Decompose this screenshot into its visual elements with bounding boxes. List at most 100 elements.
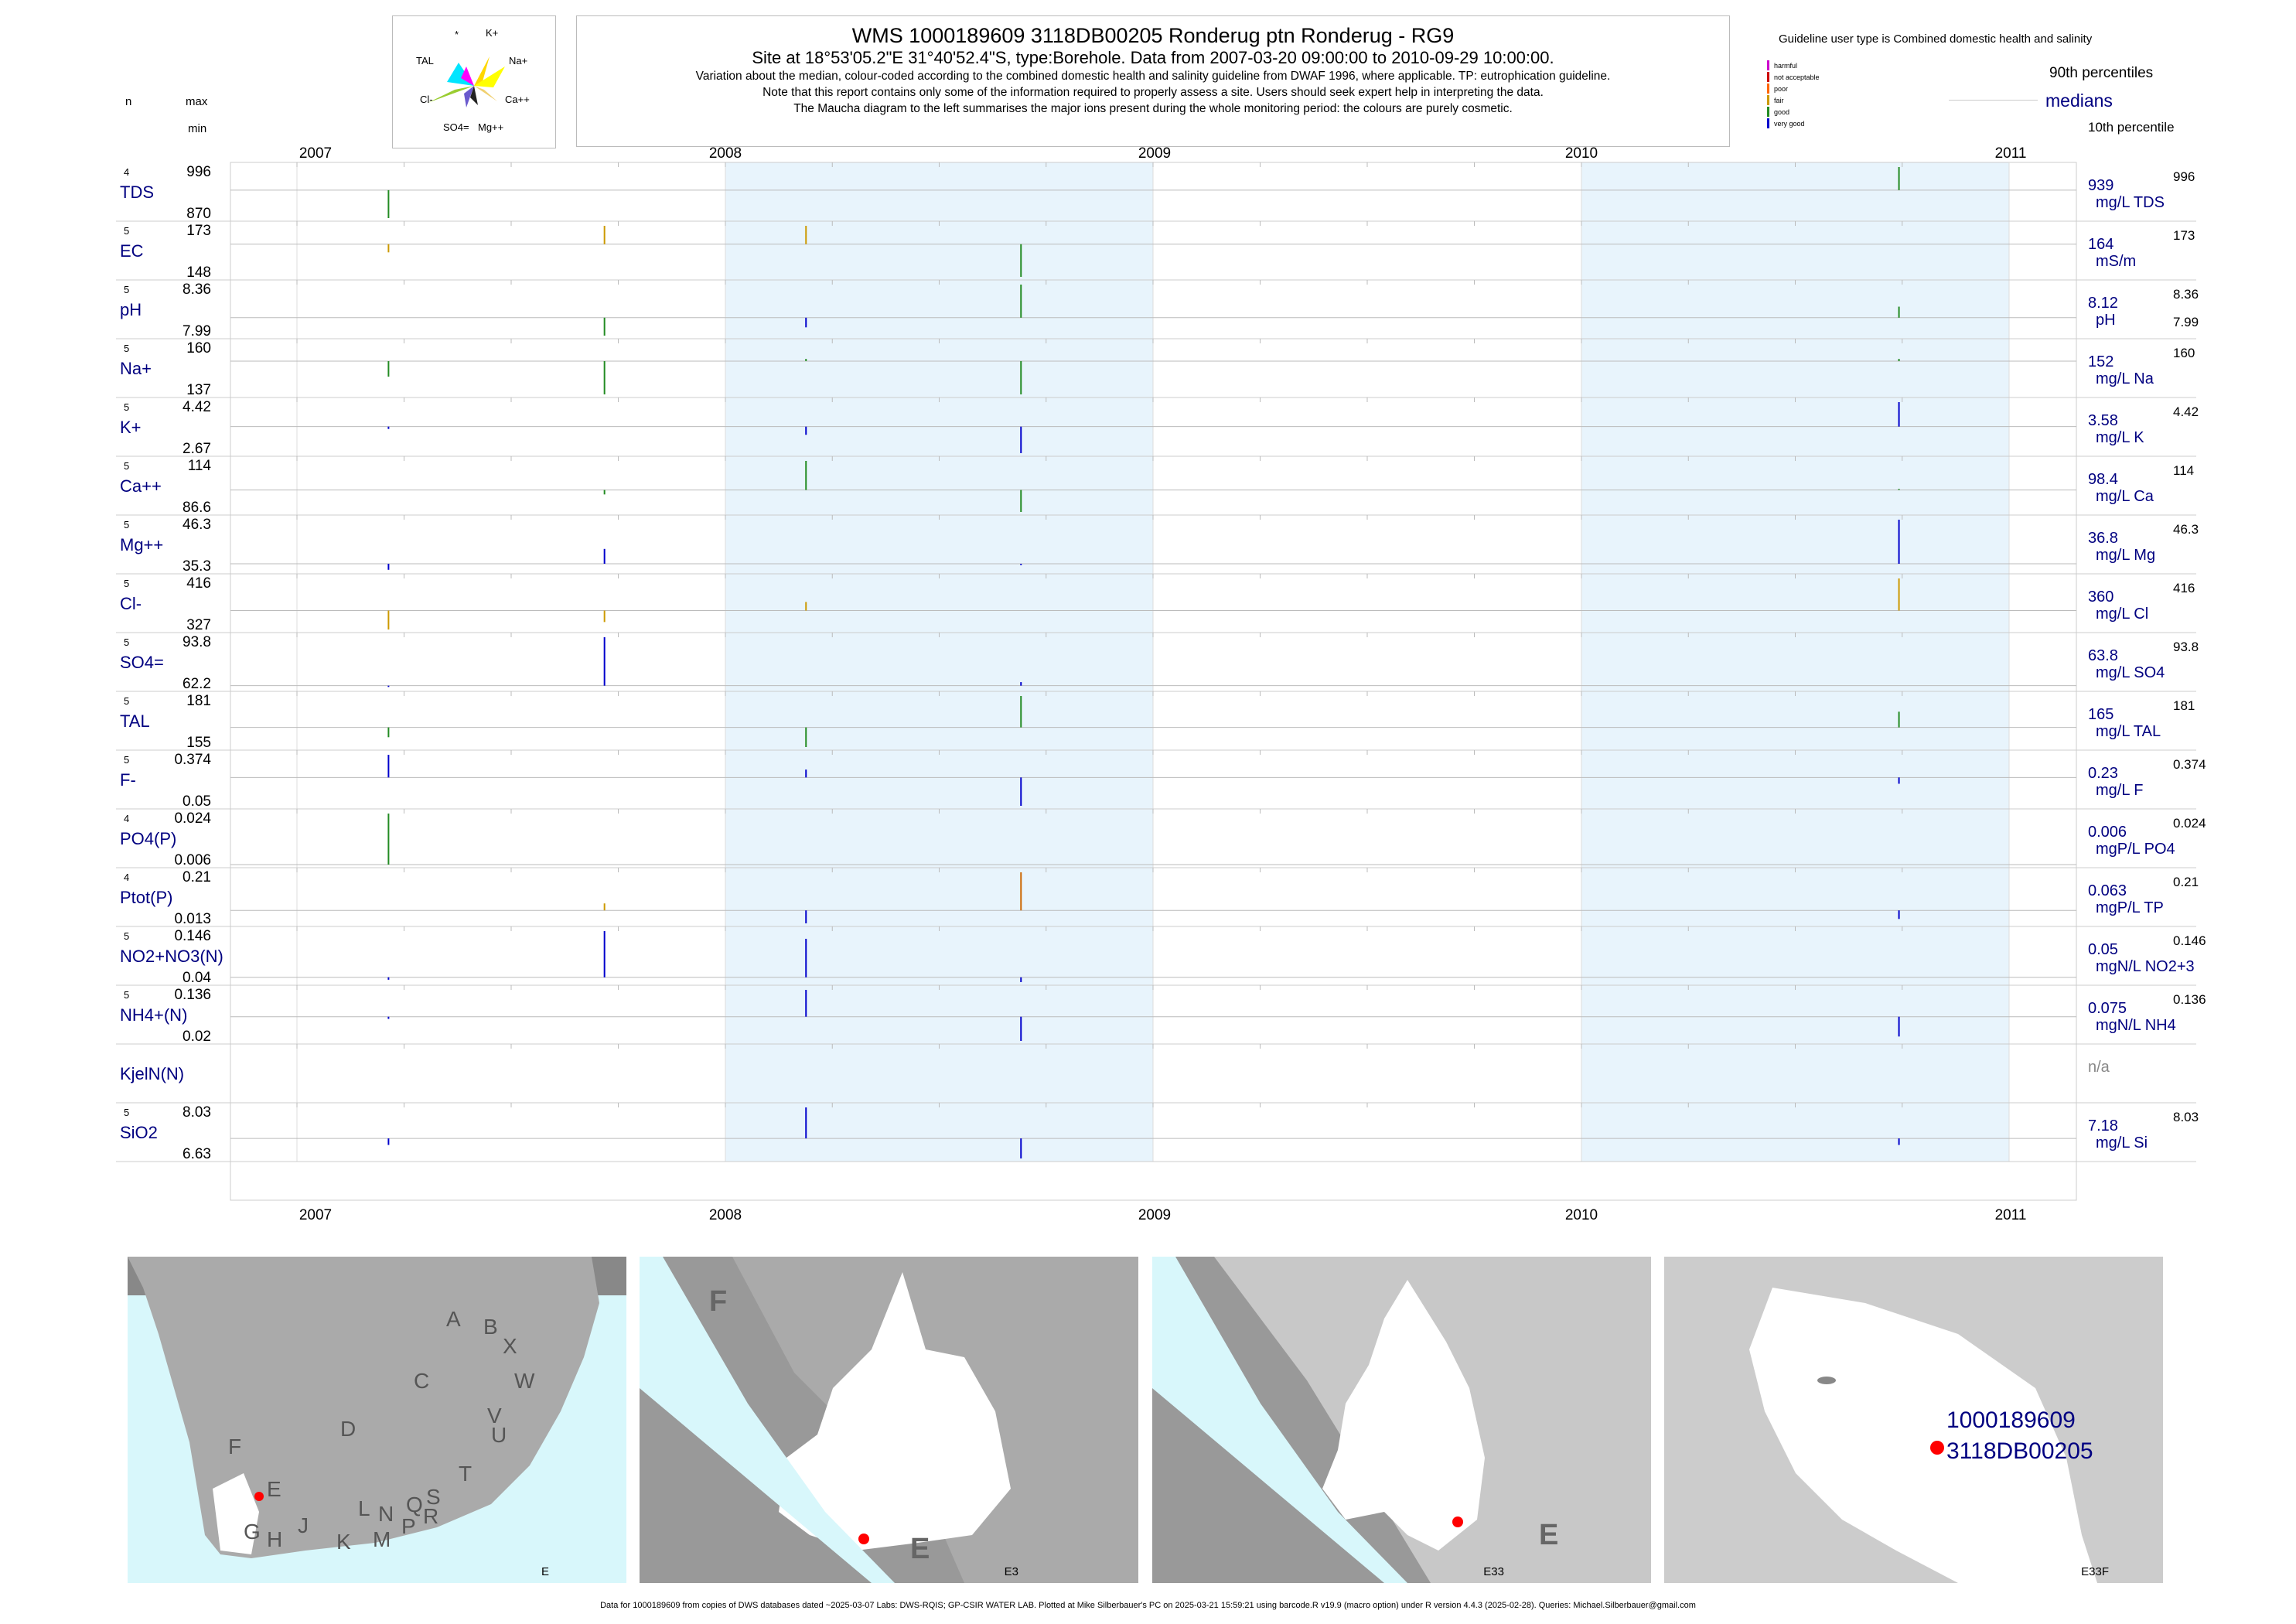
legend-class-not-acceptable [1767, 72, 1769, 82]
map-sa-letter-x: X [503, 1334, 517, 1358]
legend-class-poor [1767, 84, 1769, 94]
panel-min-ec: 148 [186, 264, 211, 281]
map-e3-letter-e: E [910, 1533, 930, 1565]
legend-p10: 10th percentile [2088, 120, 2175, 135]
panel-unit-so4: mg/L SO4 [2096, 664, 2165, 681]
panel-min-nh4: 0.02 [183, 1029, 211, 1045]
x-tick-bottom-2009: 2009 [1138, 1207, 1171, 1223]
panel-n-so4: 5 [124, 636, 129, 648]
panel-min-so4: 62.2 [183, 676, 211, 692]
panel-label-ptot: Ptot(P) [120, 888, 172, 907]
panel-label-k: K+ [120, 418, 142, 437]
site-marker-sa [254, 1492, 264, 1501]
maucha-label-k: K+ [486, 27, 498, 39]
panel-unit-ca: mg/L Ca [2096, 488, 2154, 505]
panel-n-na: 5 [124, 343, 129, 354]
panel-label-sio2: SiO2 [120, 1123, 158, 1142]
panel-unit-ph: pH [2096, 312, 2116, 329]
legend-label-fair: fair [1774, 97, 1784, 104]
maucha-label-star: * [455, 29, 459, 40]
panel-n-ptot: 4 [124, 872, 129, 883]
map-sa-letter-v: V [487, 1404, 502, 1428]
panel-median-tal: 165 [2088, 706, 2113, 723]
maucha-label-cl: Cl- [420, 94, 433, 105]
x-tick-top-2008: 2008 [709, 145, 742, 162]
legend-label-very-good: very good [1774, 120, 1805, 128]
map-sa-letter-p: P [401, 1514, 416, 1538]
panel-median-k: 3.58 [2088, 412, 2118, 429]
map-sa-letter-n: N [378, 1502, 394, 1526]
maucha-label-mg: Mg++ [478, 121, 503, 133]
x-tick-top-2009: 2009 [1138, 145, 1171, 162]
note-line-2: Note that this report contains only some… [762, 86, 1544, 99]
maucha-sector-ca [474, 86, 497, 101]
panel-median-po4: 0.006 [2088, 824, 2127, 841]
panel-n-cl: 5 [124, 578, 129, 589]
map-sa-letter-g: G [244, 1520, 261, 1544]
panel-p90-nh4: 0.136 [2173, 992, 2206, 1007]
map-sa-letter-q: Q [406, 1493, 423, 1517]
panel-label-ca: Ca++ [120, 476, 162, 496]
legend-class-harmful [1767, 60, 1769, 70]
legend-label-not-acceptable: not acceptable [1774, 73, 1820, 81]
map-sa-letter-m: M [373, 1527, 391, 1551]
panel-unit-f: mg/L F [2096, 782, 2144, 799]
panel-max-f: 0.374 [174, 752, 211, 768]
panel-max-sio2: 8.03 [183, 1104, 211, 1121]
map-sa-letter-a: A [446, 1307, 461, 1331]
map-sa-letter-h: H [267, 1527, 282, 1551]
panel-min-ca: 86.6 [183, 500, 211, 516]
panel-min-ph: 7.99 [183, 323, 211, 339]
page-title: WMS 1000189609 3118DB00205 Ronderug ptn … [851, 24, 1455, 47]
panel-min-tal: 155 [186, 735, 211, 751]
maucha-sector-na [474, 67, 505, 87]
panel-n-tds: 4 [124, 166, 129, 178]
panel-p90-ec: 173 [2173, 228, 2195, 243]
map-e33f-svg [1749, 1288, 2097, 1583]
panel-p90-no3: 0.146 [2173, 933, 2206, 948]
legend-p90: 90th percentiles [2049, 65, 2154, 81]
chart-area: 2007 2007 2008 2008 2009 2009 2010 2010 2011 2011… [116, 145, 2206, 1223]
panel-label-cl: Cl- [120, 594, 142, 613]
footer-text: Data for 1000189609 from copies of DWS d… [600, 1601, 1696, 1610]
x-tick-top-2007: 2007 [299, 145, 332, 162]
panel-unit-sio2: mg/L Si [2096, 1134, 2148, 1151]
panel-min-mg: 35.3 [183, 558, 211, 575]
map-sa-letter-l: L [358, 1496, 370, 1520]
panel-min-sio2: 6.63 [183, 1146, 211, 1162]
panel-unit-na: mg/L Na [2096, 370, 2154, 387]
panel-label-so4: SO4= [120, 653, 164, 672]
panel-p90-sio2: 8.03 [2173, 1110, 2199, 1124]
panel-p90-cl: 416 [2173, 581, 2195, 595]
x-tick-bottom-2011: 2011 [1995, 1207, 2027, 1223]
legend-label-good: good [1774, 108, 1790, 116]
map-caption-e3: E3 [1004, 1565, 1018, 1578]
panel-label-ec: EC [120, 241, 144, 261]
maucha-label-ca: Ca++ [505, 94, 530, 105]
map-e3: F E E3 [640, 1257, 1138, 1583]
header-max: max [186, 95, 208, 108]
panel-n-ph: 5 [124, 284, 129, 295]
panel-median-ph: 8.12 [2088, 295, 2118, 312]
map-sa-letter-j: J [298, 1513, 309, 1537]
header-min: min [188, 122, 207, 135]
map-caption-e33: E33 [1483, 1565, 1504, 1578]
panel-label-mg: Mg++ [120, 535, 163, 554]
panel-max-mg: 46.3 [183, 517, 211, 533]
map-e3-svg: F E [640, 1257, 1011, 1583]
panel-max-tds: 996 [186, 164, 211, 180]
panel-unit-po4: mgP/L PO4 [2096, 841, 2175, 858]
panel-median-so4: 63.8 [2088, 647, 2118, 664]
site-marker-e33f [1930, 1441, 1944, 1455]
legend-median-line [1949, 100, 2038, 101]
panel-label-nh4: NH4+(N) [120, 1005, 187, 1025]
map-e3-letter-f: F [709, 1285, 727, 1318]
panel-median-sio2: 7.18 [2088, 1117, 2118, 1134]
site-marker-e3 [858, 1534, 869, 1544]
panel-label-tds: TDS [120, 183, 154, 202]
legend-class-good [1767, 107, 1769, 117]
x-tick-top-2011: 2011 [1995, 145, 2027, 162]
panel-unit-tal: mg/L TAL [2096, 723, 2161, 740]
